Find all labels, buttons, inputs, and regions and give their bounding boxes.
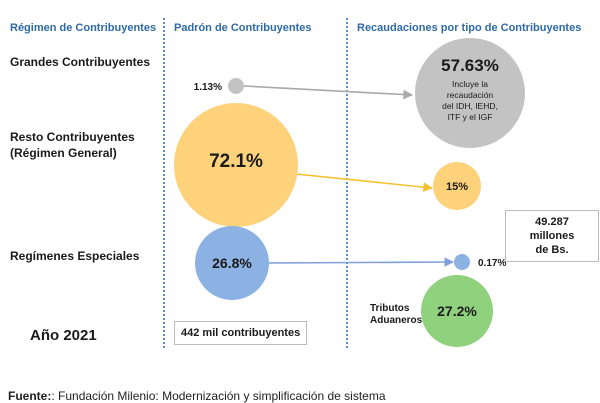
column-separator-2 <box>346 18 348 348</box>
column-separator-1 <box>163 18 165 348</box>
recaudacion-bubble-aduaneros <box>421 275 493 347</box>
recaudacion-label-especiales: 0.17% <box>478 258 506 269</box>
arrow-resto <box>295 173 433 192</box>
footer-text: : Fundación Milenio: Modernización y sim… <box>51 389 386 403</box>
header-recaudaciones: Recaudaciones por tipo de Contribuyentes <box>357 22 582 34</box>
header-padron: Padrón de Contribuyentes <box>174 22 312 34</box>
recaudacion-label-aduaneros: 27.2% <box>437 303 477 319</box>
recaudacion-total-box: 49.287 millones de Bs. <box>505 210 599 262</box>
footer-label: Fuente: <box>8 389 52 403</box>
footer-source: Fuente:: Fundación Milenio: Modernizació… <box>8 389 386 403</box>
tributos-label: Tributos Aduaneros <box>370 303 422 327</box>
recaudacion-bubble-especiales <box>454 254 470 270</box>
padron-bubble-grandes <box>228 78 244 94</box>
row-label-resto-line1: Resto Contribuyentes <box>10 130 135 144</box>
recaudacion-bubble-grandes <box>415 38 525 148</box>
tributos-line2: Aduaneros <box>370 315 423 326</box>
padron-label-grandes: 1.13% <box>194 82 222 93</box>
row-label-especiales: Regímenes Especiales <box>10 249 140 263</box>
padron-total-box: 442 mil contribuyentes <box>174 321 308 345</box>
recaudacion-bubble-resto <box>433 162 481 210</box>
recaudacion-note-line: recaudación <box>447 90 494 100</box>
row-label-resto-line2: (Régimen General) <box>10 146 117 160</box>
padron-total-text: 442 mil contribuyentes <box>181 327 301 339</box>
recaudacion-note-line: ITF y el IGF <box>448 112 493 122</box>
recaudacion-label-resto: 15% <box>446 181 468 193</box>
row-label-grandes: Grandes Contribuyentes <box>10 55 151 69</box>
arrow-grandes <box>243 85 413 100</box>
arrow-especiales <box>267 257 454 267</box>
padron-label-especiales: 26.8% <box>212 255 252 271</box>
recaudacion-total-line2: de Bs. <box>535 244 569 256</box>
tributos-line1: Tributos <box>370 303 410 314</box>
recaudacion-note-line: del IDH, IEHD, <box>442 101 498 111</box>
recaudacion-note-line: Incluye la <box>452 79 488 89</box>
padron-label-resto: 72.1% <box>209 151 263 172</box>
recaudacion-total-line1: 49.287 millones <box>529 216 575 242</box>
header-regimen: Régimen de Contribuyentes <box>10 22 157 34</box>
year-label: Año 2021 <box>30 327 97 344</box>
padron-bubble-especiales <box>195 226 269 300</box>
recaudacion-label-grandes: 57.63% <box>441 56 499 75</box>
padron-bubble-resto <box>174 103 298 227</box>
